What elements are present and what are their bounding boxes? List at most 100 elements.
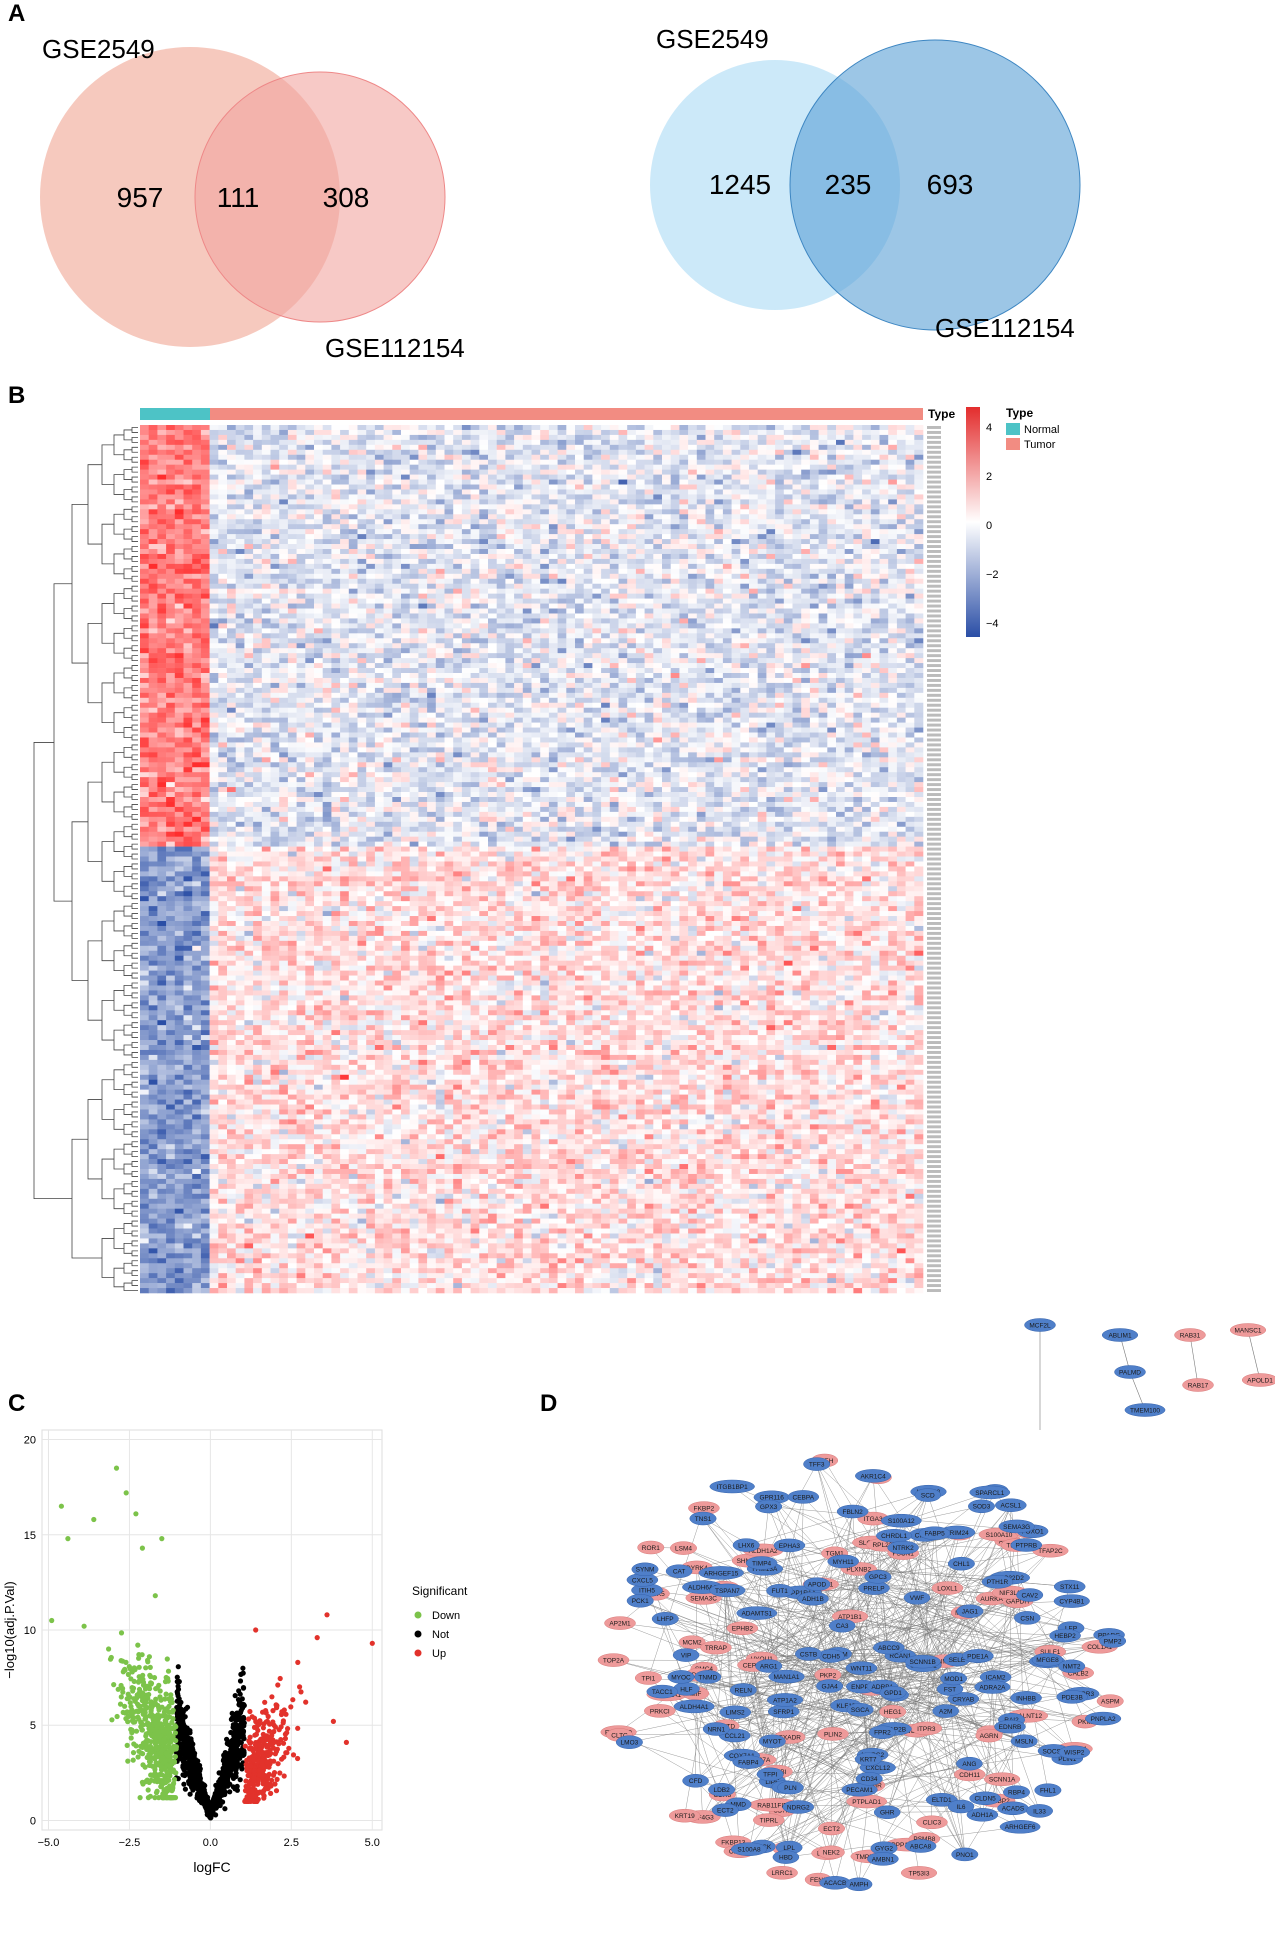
heatmap-cell	[548, 479, 558, 485]
heatmap-cell	[635, 434, 645, 441]
heatmap-cell	[775, 549, 785, 555]
dendrogram-branch	[123, 1262, 132, 1274]
heatmap-cell	[305, 573, 315, 580]
heatmap-cell	[905, 633, 915, 639]
heatmap-cell	[453, 618, 463, 624]
heatmap-cell	[644, 479, 654, 485]
heatmap-cell	[914, 663, 924, 669]
heatmap-cell	[601, 474, 611, 480]
heatmap-cell	[914, 553, 924, 560]
heatmap-cell	[453, 588, 463, 594]
heatmap-cell	[862, 459, 872, 465]
heatmap-cell	[566, 553, 576, 560]
heatmap-cell	[653, 563, 663, 570]
heatmap-cell	[827, 499, 837, 505]
heatmap-cell	[609, 474, 619, 480]
heatmap-cell	[783, 628, 793, 634]
heatmap-cell	[331, 558, 341, 565]
heatmap-cell	[192, 677, 202, 684]
heatmap-cell	[601, 549, 611, 555]
heatmap-cell	[670, 549, 680, 555]
heatmap-cell	[470, 464, 480, 470]
heatmap-cell	[775, 553, 785, 560]
heatmap-cell	[392, 673, 402, 679]
heatmap-cell	[227, 549, 236, 555]
heatmap-cell	[314, 568, 323, 575]
heatmap-cell	[679, 454, 689, 461]
heatmap-cell	[366, 668, 376, 674]
heatmap-cell	[557, 648, 567, 654]
heatmap-cell	[287, 514, 297, 520]
dendrogram-branch	[131, 1161, 138, 1167]
heatmap-cell	[888, 519, 898, 525]
heatmap-cell	[522, 519, 532, 525]
heatmap-cell	[218, 658, 228, 664]
heatmap-cell	[575, 663, 584, 669]
heatmap-cell	[679, 489, 689, 495]
heatmap-cell	[305, 474, 315, 480]
heatmap-cell	[383, 618, 393, 624]
heatmap-cell	[166, 648, 176, 654]
heatmap-cell	[287, 529, 297, 535]
heatmap-cell	[148, 573, 158, 580]
heatmap-cell	[540, 568, 550, 575]
heatmap-cell	[722, 588, 732, 594]
heatmap-cell	[688, 529, 698, 535]
heatmap-cell	[879, 598, 889, 604]
heatmap-cell	[896, 534, 906, 540]
heatmap-cell	[766, 439, 776, 446]
heatmap-cell	[635, 544, 645, 550]
heatmap-cell	[522, 568, 532, 575]
heatmap-cell	[566, 524, 576, 530]
heatmap-cell	[166, 499, 176, 505]
heatmap-cell	[879, 484, 889, 490]
heatmap-cell	[209, 578, 219, 585]
heatmap-cell	[722, 682, 732, 689]
heatmap-cell	[348, 494, 358, 500]
heatmap-cell	[401, 682, 410, 689]
heatmap-cell	[679, 593, 689, 599]
heatmap-cell	[653, 479, 663, 485]
heatmap-cell	[879, 464, 889, 470]
heatmap-cell	[896, 459, 906, 465]
heatmap-cell	[766, 459, 776, 465]
heatmap-cell	[818, 663, 828, 669]
heatmap-cell	[635, 449, 645, 456]
heatmap-cell	[366, 673, 376, 679]
heatmap-cell	[644, 578, 654, 585]
heatmap-cell	[583, 444, 593, 451]
heatmap-cell	[140, 668, 149, 674]
heatmap-cell	[722, 583, 732, 589]
heatmap-cell	[853, 603, 863, 609]
dendrogram-branch	[131, 1210, 138, 1217]
heatmap-cell	[862, 519, 872, 525]
heatmap-cell	[836, 499, 845, 505]
heatmap-cell	[322, 484, 332, 490]
heatmap-cell	[148, 568, 158, 575]
heatmap-cell	[270, 499, 280, 505]
heatmap-cell	[522, 638, 532, 644]
heatmap-cell	[522, 434, 532, 441]
heatmap-cell	[174, 598, 184, 604]
heatmap-cell	[383, 484, 393, 490]
heatmap-cell	[314, 469, 323, 475]
heatmap-cell	[296, 425, 306, 431]
heatmap-cell	[879, 573, 889, 580]
heatmap-cell	[200, 658, 210, 664]
heatmap-cell	[200, 677, 210, 684]
heatmap-cell	[618, 459, 628, 465]
heatmap-cell	[601, 459, 611, 465]
heatmap-cell	[531, 529, 541, 535]
heatmap-cell	[209, 613, 219, 619]
heatmap-cell	[888, 454, 898, 461]
heatmap-cell	[200, 588, 210, 594]
heatmap-cell	[496, 484, 506, 490]
heatmap-cell	[418, 618, 428, 624]
heatmap-cell	[853, 549, 863, 555]
heatmap-cell	[836, 663, 845, 669]
heatmap-cell	[383, 682, 393, 689]
heatmap-cell	[166, 658, 176, 664]
heatmap-cell	[679, 588, 689, 594]
heatmap-cell	[366, 469, 376, 475]
heatmap-cell	[731, 489, 741, 495]
